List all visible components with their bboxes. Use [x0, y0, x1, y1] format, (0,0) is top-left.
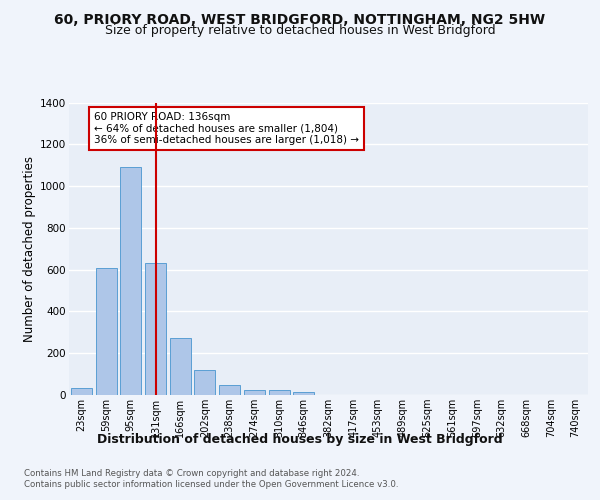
Bar — [71, 388, 92, 395]
Bar — [293, 392, 314, 395]
Bar — [120, 168, 141, 395]
Text: Contains HM Land Registry data © Crown copyright and database right 2024.: Contains HM Land Registry data © Crown c… — [24, 469, 359, 478]
Bar — [145, 264, 166, 395]
Bar — [95, 268, 116, 395]
Text: Contains public sector information licensed under the Open Government Licence v3: Contains public sector information licen… — [24, 480, 398, 489]
Y-axis label: Number of detached properties: Number of detached properties — [23, 156, 36, 342]
Bar — [269, 390, 290, 395]
Text: Size of property relative to detached houses in West Bridgford: Size of property relative to detached ho… — [104, 24, 496, 37]
Bar — [219, 385, 240, 395]
Text: 60, PRIORY ROAD, WEST BRIDGFORD, NOTTINGHAM, NG2 5HW: 60, PRIORY ROAD, WEST BRIDGFORD, NOTTING… — [55, 12, 545, 26]
Text: Distribution of detached houses by size in West Bridgford: Distribution of detached houses by size … — [97, 432, 503, 446]
Bar — [244, 390, 265, 395]
Text: 60 PRIORY ROAD: 136sqm
← 64% of detached houses are smaller (1,804)
36% of semi-: 60 PRIORY ROAD: 136sqm ← 64% of detached… — [94, 112, 359, 145]
Bar — [194, 370, 215, 395]
Bar — [170, 338, 191, 395]
